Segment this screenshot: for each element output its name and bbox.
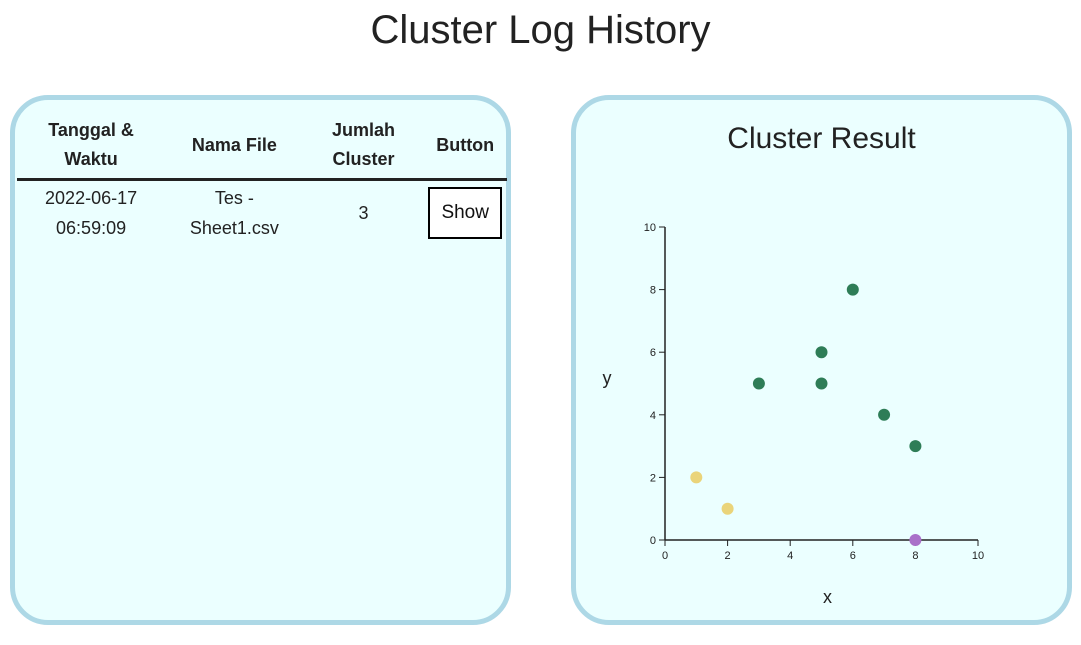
x-tick-label: 10 <box>972 550 984 562</box>
scatter-point-cluster-1 <box>909 440 922 453</box>
chart-title: Cluster Result <box>727 122 916 155</box>
y-axis-label: y <box>603 368 612 388</box>
y-tick-label: 6 <box>650 347 656 359</box>
header-button: Button <box>423 114 507 181</box>
scatter-point-cluster-2 <box>721 502 734 515</box>
cell-cluster-count: 3 <box>358 203 369 223</box>
header-cluster-count-line1: Jumlah <box>331 120 395 140</box>
x-axis-label: x <box>823 587 832 607</box>
header-cluster-count: Jumlah Cluster <box>303 114 424 181</box>
x-tick-label: 4 <box>787 550 793 562</box>
scatter-point-cluster-1 <box>752 377 765 390</box>
show-button[interactable]: Show <box>428 187 503 239</box>
x-tick-label: 0 <box>662 550 668 562</box>
header-file-name-label: Nama File <box>191 134 277 155</box>
scatter-point-cluster-3 <box>909 534 922 546</box>
y-tick-label: 10 <box>644 222 656 234</box>
header-date-time-line1: Tanggal & <box>48 120 134 140</box>
cell-file-line2: Sheet1.csv <box>189 218 279 238</box>
y-tick-label: 2 <box>650 472 656 484</box>
y-tick-label: 4 <box>650 410 656 422</box>
cell-file-line1: Tes - <box>214 188 254 208</box>
cell-file-name: Tes - Sheet1.csv <box>165 180 303 244</box>
cluster-result-panel: Cluster Result 0 2 4 6 8 10 0 2 4 6 8 10 x y <box>571 95 1072 625</box>
header-date-time: Tanggal & Waktu <box>17 114 166 181</box>
x-tick-label: 8 <box>912 550 918 562</box>
scatter-point-cluster-1 <box>846 283 859 296</box>
header-file-name: Nama File <box>165 114 304 181</box>
log-table-header-row: Tanggal & Waktu Nama File Jumlah Cluster… <box>17 114 507 181</box>
x-tick-label: 6 <box>850 550 856 562</box>
cell-date-time: 2022-06-17 06:59:09 <box>17 180 165 244</box>
header-cluster-count-line2: Cluster <box>332 149 395 169</box>
page-title: Cluster Log History <box>370 8 711 52</box>
scatter-point-cluster-1 <box>878 408 891 421</box>
log-table: Tanggal & Waktu Nama File Jumlah Cluster… <box>17 114 507 243</box>
x-tick-label: 2 <box>725 550 731 562</box>
scatter-point-cluster-1 <box>815 346 828 359</box>
scatter-point-cluster-1 <box>815 377 828 390</box>
scatter-chart: 0 2 4 6 8 10 0 2 4 6 8 10 x y <box>603 222 985 607</box>
y-tick-label: 8 <box>650 285 656 297</box>
table-row: 2022-06-17 06:59:09 Tes - Sheet1.csv 3 S… <box>17 180 507 244</box>
cell-time: 06:59:09 <box>56 218 127 238</box>
log-history-panel: Tanggal & Waktu Nama File Jumlah Cluster… <box>10 95 511 625</box>
y-tick-label: 0 <box>650 535 656 547</box>
header-button-label: Button <box>436 134 495 155</box>
scatter-point-cluster-2 <box>690 471 703 484</box>
cell-date: 2022-06-17 <box>45 188 138 208</box>
cell-button: Show <box>423 180 507 244</box>
header-date-time-line2: Waktu <box>64 149 118 169</box>
